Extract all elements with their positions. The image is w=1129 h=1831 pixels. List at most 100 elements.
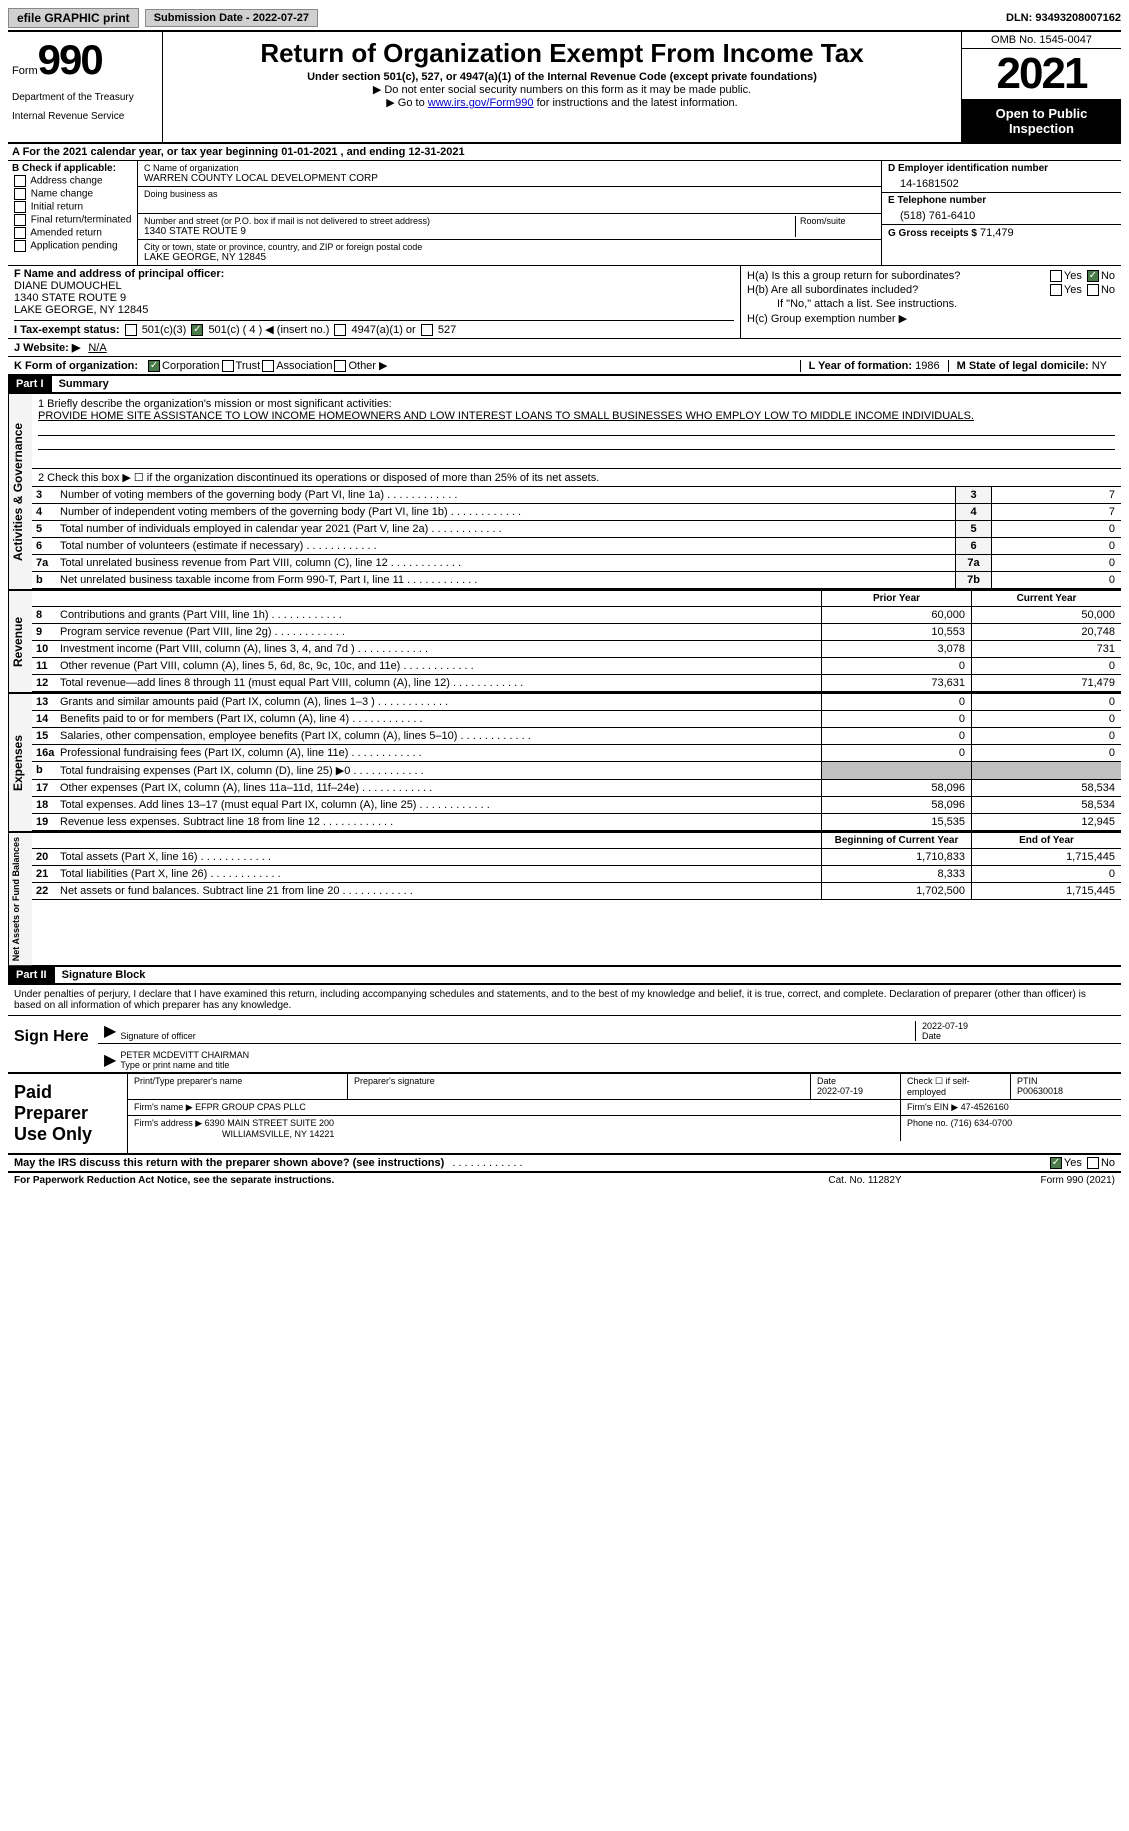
cb-501c3[interactable] [125,324,137,336]
line-18: 18 Total expenses. Add lines 13–17 (must… [32,797,1121,814]
website-value: N/A [88,342,106,354]
form-ref: Form 990 (2021) [965,1175,1115,1186]
omb-number: OMB No. 1545-0047 [962,32,1121,49]
line-19: 19 Revenue less expenses. Subtract line … [32,814,1121,831]
net-col-header: Beginning of Current Year End of Year [32,833,1121,849]
column-d: D Employer identification number 14-1681… [881,161,1121,265]
cb-corporation[interactable] [148,360,160,372]
column-c: C Name of organization WARREN COUNTY LOC… [138,161,881,265]
officer-sig-label: Signature of officer [120,1031,915,1041]
line-10: 10 Investment income (Part VIII, column … [32,641,1121,658]
city-label: City or town, state or province, country… [144,242,875,252]
note2-pre: ▶ Go to [386,97,427,109]
cb-501c[interactable] [191,324,203,336]
self-employed-check[interactable]: Check ☐ if self-employed [901,1074,1011,1099]
cb-initial-return[interactable]: Initial return [12,201,133,213]
officer-name-line: ▶ PETER MCDEVITT CHAIRMAN Type or print … [98,1044,1121,1072]
website-label: J Website: ▶ [14,341,80,354]
prior-year-hdr: Prior Year [821,591,971,606]
dba-label: Doing business as [144,189,875,199]
line-16a: 16a Professional fundraising fees (Part … [32,745,1121,762]
sign-here-label: Sign Here [8,1016,98,1072]
vtab-governance: Activities & Governance [8,394,32,589]
section-bcd: B Check if applicable: Address change Na… [8,161,1121,266]
header-title-block: Return of Organization Exempt From Incom… [163,32,961,142]
note2-post: for instructions and the latest informat… [534,97,738,109]
tel-cell: E Telephone number (518) 761-6410 [882,193,1121,225]
ptin-cell: PTINP00630018 [1011,1074,1121,1099]
state-domicile: M State of legal domicile: NY [948,360,1115,372]
activities-governance: Activities & Governance 1 Briefly descri… [8,394,1121,591]
ein-label: D Employer identification number [888,163,1115,174]
mission-block: 1 Briefly describe the organization's mi… [32,394,1121,469]
part1-header: Part I Summary [8,376,1121,394]
print-name-label: Print/Type preparer's name [128,1074,348,1099]
form-number: 990 [38,36,102,83]
line-17: 17 Other expenses (Part IX, column (A), … [32,780,1121,797]
cb-application-pending[interactable]: Application pending [12,240,133,252]
dln: DLN: 93493208007162 [1006,12,1121,24]
firm-address: Firm's address ▶ 6390 MAIN STREET SUITE … [128,1116,901,1141]
vtab-net-assets: Net Assets or Fund Balances [8,833,32,965]
cb-other[interactable] [334,360,346,372]
cb-amended-return[interactable]: Amended return [12,227,133,239]
cb-trust[interactable] [222,360,234,372]
line-13: 13 Grants and similar amounts paid (Part… [32,694,1121,711]
officer-name: DIANE DUMOUCHEL [14,280,734,292]
city: LAKE GEORGE, NY 12845 [144,252,875,263]
discuss-yes[interactable] [1050,1157,1062,1169]
sig-date: 2022-07-19 Date [915,1021,1115,1041]
note-link: ▶ Go to www.irs.gov/Form990 for instruct… [167,96,957,109]
arrow-icon: ▶ [104,1050,116,1070]
hb-yes[interactable] [1050,284,1062,296]
street-label: Number and street (or P.O. box if mail i… [144,216,795,226]
part1-title: Summary [59,378,109,390]
paid-row-3: Firm's address ▶ 6390 MAIN STREET SUITE … [128,1116,1121,1141]
officer-sig-line: ▶ Signature of officer 2022-07-19 Date [98,1016,1121,1044]
h-c: H(c) Group exemption number ▶ [747,312,1115,325]
room-label: Room/suite [800,216,875,226]
part1-badge: Part I [8,376,52,392]
ha-no[interactable] [1087,270,1099,282]
line-21: 21 Total liabilities (Part X, line 26) 8… [32,866,1121,883]
hb-no[interactable] [1087,284,1099,296]
cb-527[interactable] [421,324,433,336]
mission-label: 1 Briefly describe the organization's mi… [38,398,1115,410]
blank-line-3 [38,450,1115,464]
cb-name-change[interactable]: Name change [12,188,133,200]
row-i: I Tax-exempt status: 501(c)(3) 501(c) ( … [14,320,734,336]
line-3: 3 Number of voting members of the govern… [32,487,1121,504]
hb-note: If "No," attach a list. See instructions… [747,298,1115,310]
column-f: F Name and address of principal officer:… [8,266,741,338]
line-9: 9 Program service revenue (Part VIII, li… [32,624,1121,641]
part2-badge: Part II [8,967,55,983]
irs-link[interactable]: www.irs.gov/Form990 [428,97,534,109]
paid-row-2: Firm's name ▶ EFPR GROUP CPAS PLLC Firm'… [128,1100,1121,1116]
row-j: J Website: ▶ N/A [8,339,1121,357]
cb-4947[interactable] [334,324,346,336]
efile-print-button[interactable]: efile GRAPHIC print [8,8,139,28]
tax-year: 2021 [962,49,1121,100]
cb-final-return[interactable]: Final return/terminated [12,214,133,226]
department: Department of the Treasury [12,92,158,103]
form-title: Return of Organization Exempt From Incom… [167,38,957,69]
firm-ein: Firm's EIN ▶ 47-4526160 [901,1100,1121,1115]
cb-address-change[interactable]: Address change [12,175,133,187]
preparer-sig-label: Preparer's signature [348,1074,811,1099]
current-year-hdr: Current Year [971,591,1121,606]
part2-title: Signature Block [62,969,146,981]
h-a: H(a) Is this a group return for subordin… [747,270,1115,282]
column-h: H(a) Is this a group return for subordin… [741,266,1121,338]
ha-yes[interactable] [1050,270,1062,282]
sign-here-row: Sign Here ▶ Signature of officer 2022-07… [8,1015,1121,1072]
discuss-no[interactable] [1087,1157,1099,1169]
officer-name-label: Type or print name and title [120,1060,1115,1070]
paperwork-notice: For Paperwork Reduction Act Notice, see … [14,1175,765,1186]
line-2: 2 Check this box ▶ ☐ if the organization… [32,469,1121,487]
cb-association[interactable] [262,360,274,372]
line-11: 11 Other revenue (Part VIII, column (A),… [32,658,1121,675]
line-14: 14 Benefits paid to or for members (Part… [32,711,1121,728]
street: 1340 STATE ROUTE 9 [144,226,795,237]
blank-line-1 [38,422,1115,436]
officer-name-val: PETER MCDEVITT CHAIRMAN [120,1050,1115,1060]
